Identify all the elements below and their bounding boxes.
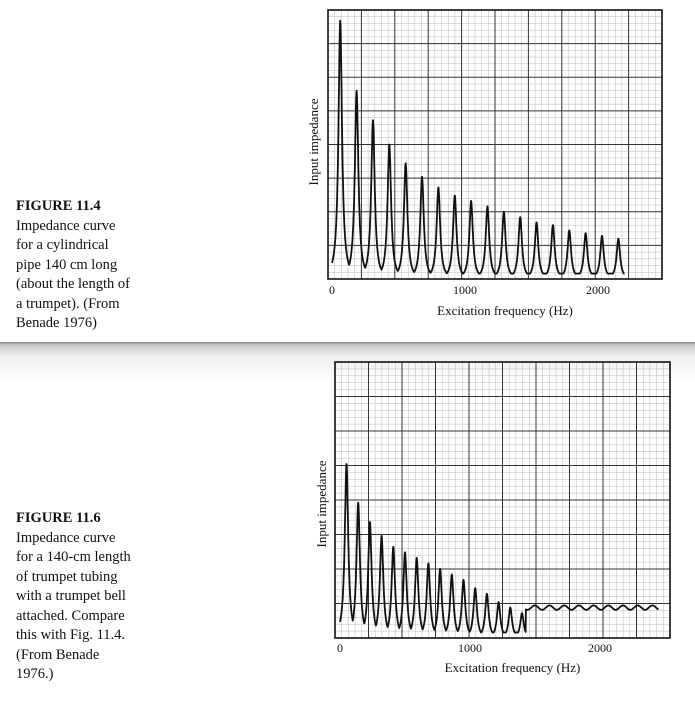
resonance-peak: [502, 210, 505, 213]
x-tick-label: 1000: [458, 641, 482, 655]
caption-line: Impedance curve: [16, 217, 116, 234]
x-tick-label: 0: [337, 641, 343, 655]
resonance-peak: [339, 19, 342, 22]
caption-line: a trumpet). (From: [16, 295, 120, 312]
caption-line: 1976.): [16, 666, 54, 682]
figure-label: FIGURE 11.6: [16, 510, 101, 526]
resonance-peak: [584, 232, 587, 235]
resonance-peak: [552, 224, 554, 227]
resonance-peak: [521, 612, 523, 615]
caption-line: this with Fig. 11.4.: [16, 627, 126, 643]
resonance-peak: [509, 606, 512, 609]
impedance-chart-with-bell: 0 1000 2000 Excitation frequency (Hz) Input …: [314, 361, 671, 675]
resonance-peak: [427, 562, 430, 565]
figure-11-6-caption: FIGURE 11.6 Impedance curve for a 140-cm…: [16, 509, 166, 685]
resonance-peak: [453, 194, 456, 197]
x-tick-label: 2000: [588, 641, 612, 655]
resonance-peak: [388, 143, 391, 146]
resonance-peak: [497, 601, 500, 604]
resonance-peak: [404, 162, 407, 165]
x-axis-title: Excitation frequency (Hz): [445, 660, 581, 675]
caption-line: for a 140-cm length: [16, 549, 131, 565]
caption-line: with a trumpet bell: [16, 588, 126, 604]
figure-11-4-caption: FIGURE 11.4 Impedance curve for a cylind…: [16, 197, 166, 334]
resonance-peak: [568, 229, 571, 232]
resonance-peak: [486, 205, 489, 208]
y-axis-title: Input impedance: [314, 460, 329, 547]
resonance-peak: [535, 221, 538, 224]
resonance-peak: [601, 235, 603, 237]
caption-line: pipe 140 cm long: [16, 256, 118, 273]
figure-label: FIGURE 11.4: [16, 198, 101, 214]
impedance-curve: [331, 19, 626, 275]
x-tick-label: 2000: [586, 283, 610, 297]
plot-frame: [327, 9, 663, 280]
resonance-peak: [421, 175, 423, 178]
resonance-peak: [392, 546, 395, 548]
resonance-peak: [380, 534, 383, 537]
resonance-peak: [355, 89, 358, 92]
caption-line: (about the length of: [16, 276, 130, 292]
caption-line: Benade 1976): [16, 315, 97, 331]
resonance-peak: [617, 237, 620, 240]
resonance-peak: [474, 587, 477, 590]
caption-line: attached. Compare: [16, 607, 125, 624]
resonance-peak: [470, 200, 473, 202]
resonance-peak: [345, 463, 348, 466]
resonance-peak: [404, 551, 406, 554]
impedance-chart-cylindrical: 0 1000 2000 Excitation frequency (Hz) Input …: [306, 9, 663, 318]
caption-line: (From Benade: [16, 646, 100, 663]
resonance-peak: [415, 557, 418, 559]
resonance-peak: [450, 573, 453, 576]
plot-frame: [334, 361, 671, 639]
x-axis-title: Excitation frequency (Hz): [437, 303, 573, 318]
x-tick-label: 1000: [453, 283, 477, 297]
caption-line: of trumpet tubing: [16, 568, 118, 585]
figure-11-6-panel: FIGURE 11.6 Impedance curve for a 140-cm…: [0, 342, 695, 706]
resonance-peak: [357, 501, 360, 504]
resonance-peak: [486, 592, 488, 595]
caption-line: Impedance curve: [16, 529, 116, 546]
resonance-peak: [437, 186, 440, 189]
caption-line: for a cylindrical: [16, 237, 109, 253]
resonance-peak: [519, 216, 522, 219]
resonance-peak: [462, 579, 465, 581]
x-tick-label: 0: [329, 283, 335, 297]
resonance-peak: [372, 119, 374, 122]
resonance-peak: [439, 568, 441, 570]
figure-11-4-panel: FIGURE 11.4 Impedance curve for a cylind…: [0, 0, 695, 342]
impedance-curve: [339, 463, 660, 634]
y-axis-title: Input impedance: [306, 98, 321, 185]
resonance-peak: [369, 521, 371, 523]
